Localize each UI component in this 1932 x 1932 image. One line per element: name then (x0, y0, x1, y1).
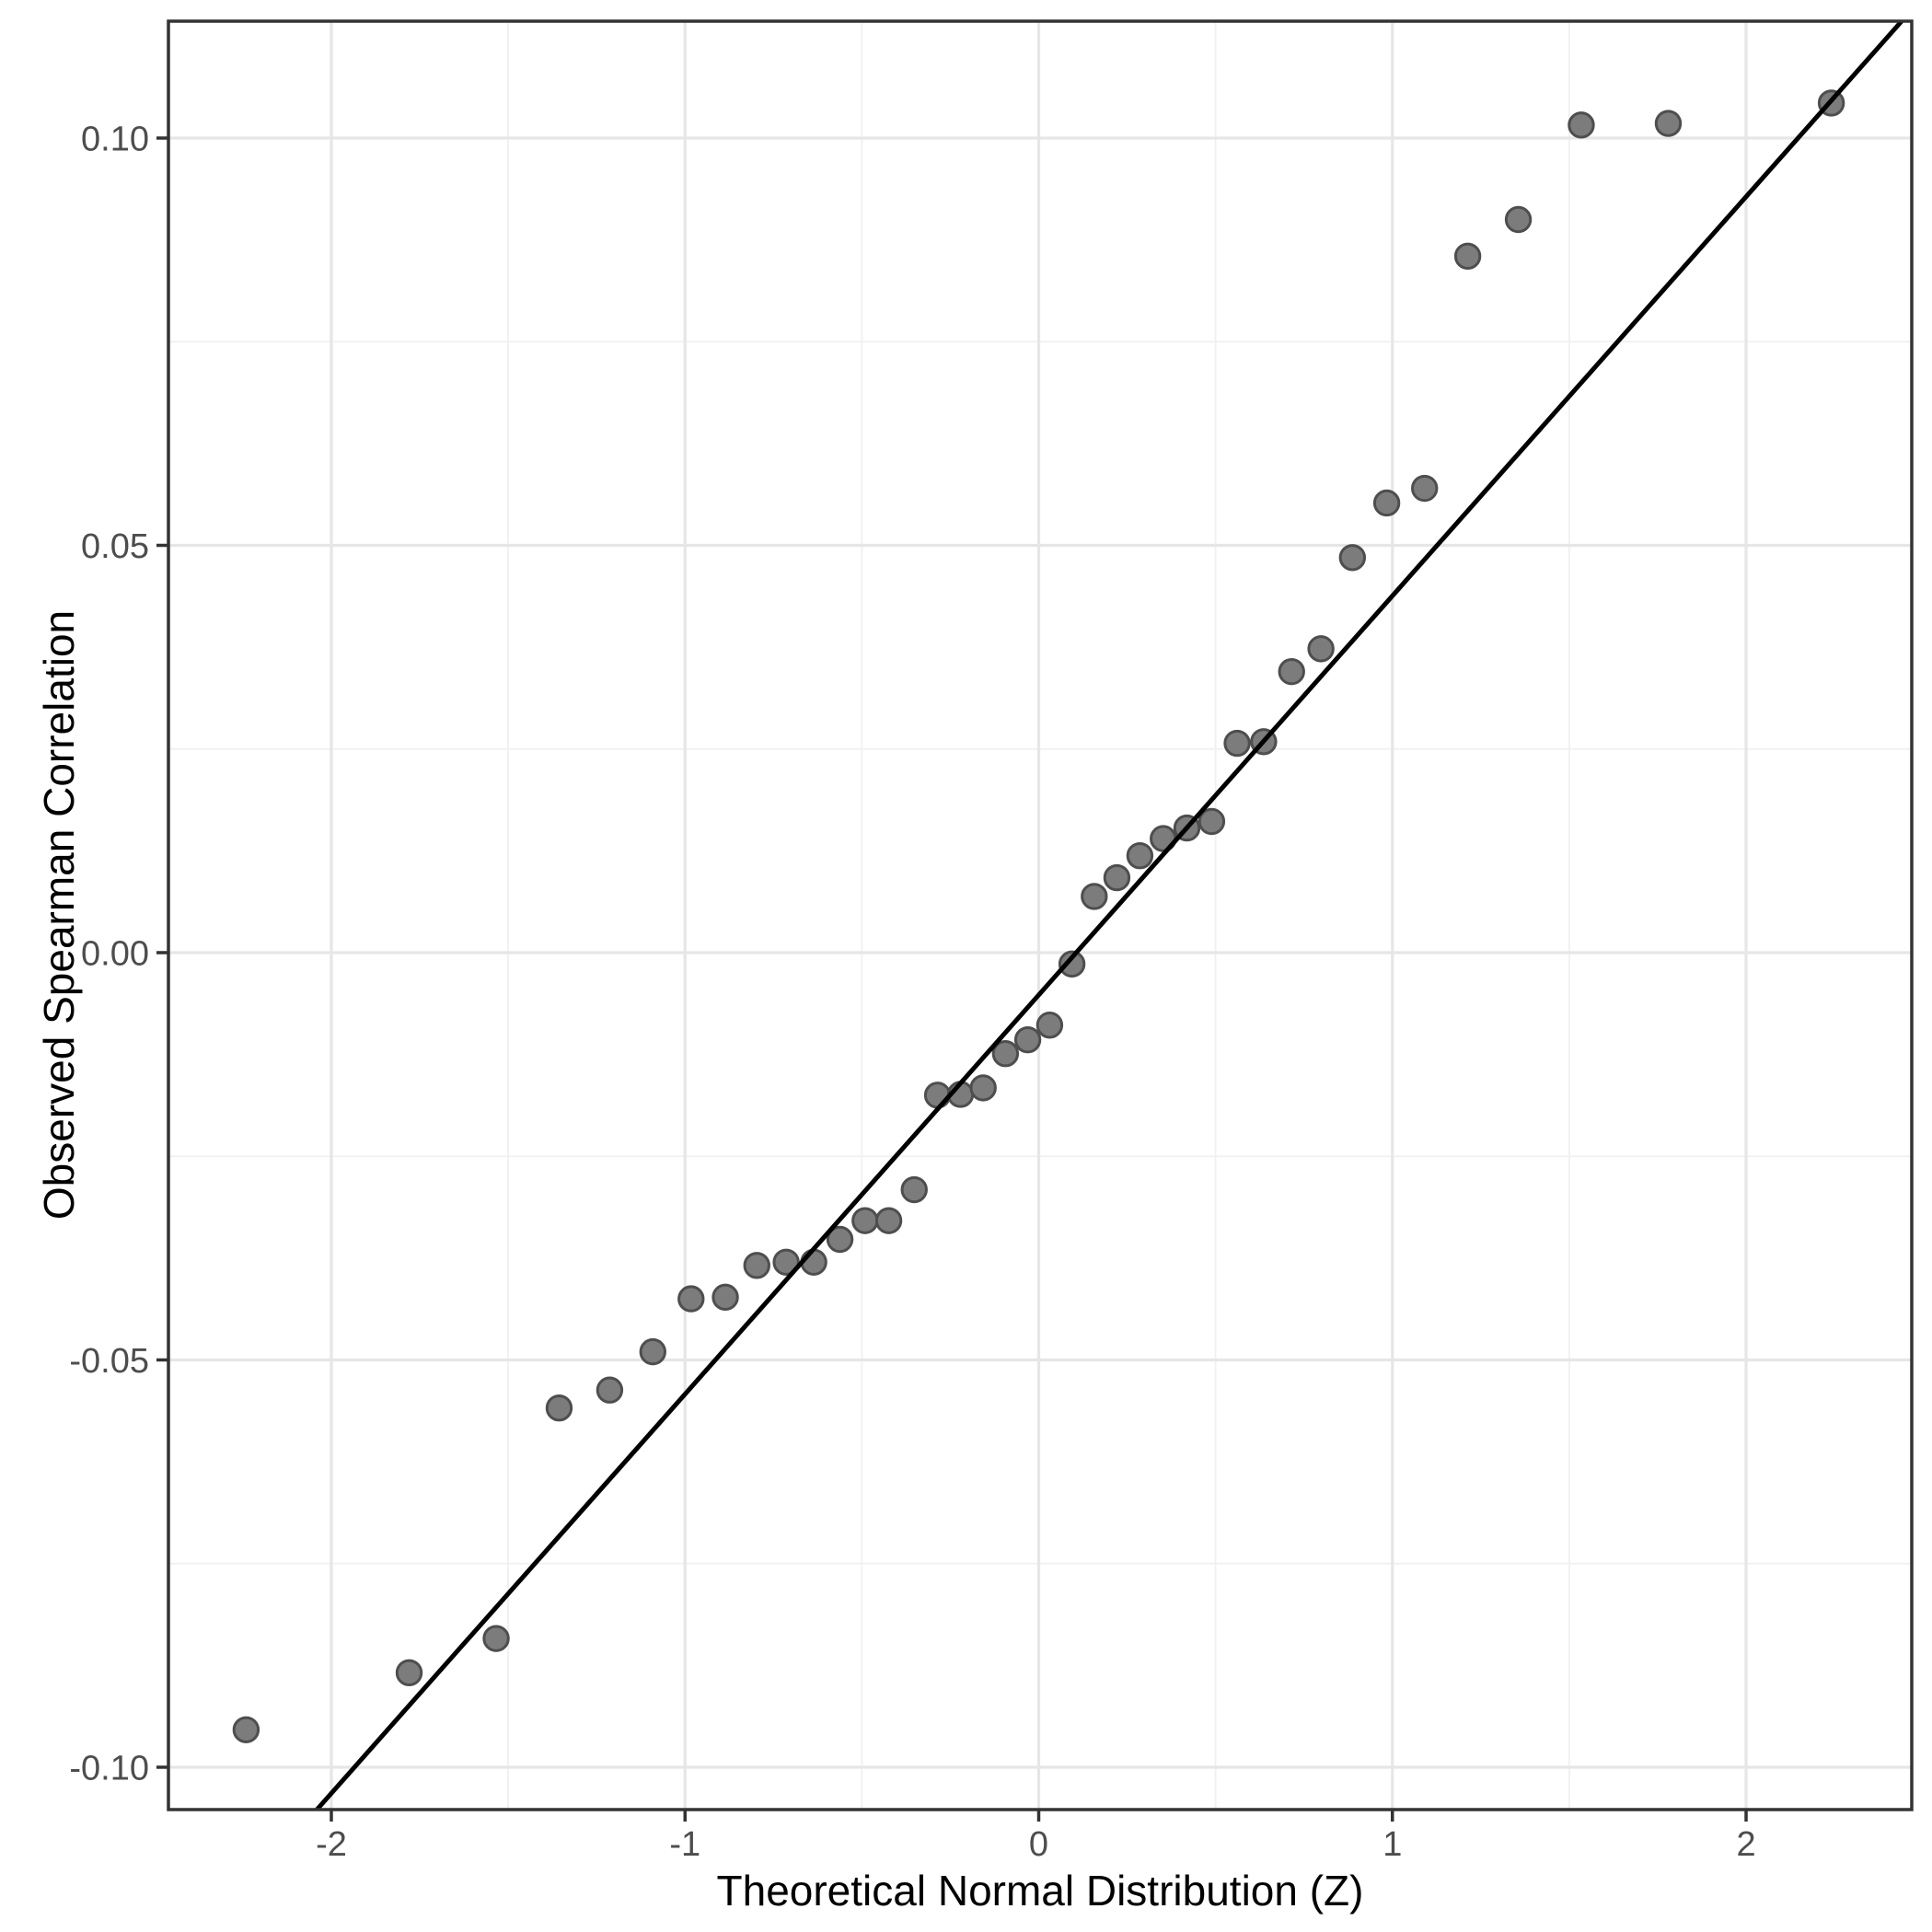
data-point (639, 1337, 666, 1366)
data-point (711, 1283, 739, 1312)
data-point (1307, 635, 1335, 663)
data-point (826, 1225, 854, 1254)
data-point (1103, 863, 1131, 892)
data-point (596, 1376, 624, 1404)
x-tick-label: -1 (669, 1825, 700, 1864)
data-point (923, 1082, 952, 1109)
data-point (1013, 1025, 1042, 1054)
data-point (1372, 489, 1401, 517)
data-point (1058, 950, 1086, 978)
data-point (1453, 242, 1482, 271)
data-point (874, 1207, 903, 1234)
data-points (232, 89, 1845, 1743)
data-point (1126, 841, 1154, 870)
data-point (232, 1716, 260, 1743)
axis-ticks (156, 136, 1748, 1822)
data-point (991, 1040, 1020, 1068)
y-tick-label: -0.05 (69, 1342, 149, 1381)
x-axis-title: Theoretical Normal Distribution (Z) (717, 1867, 1364, 1915)
y-tick-labels: 0.10 0.05 0.00 -0.05 -0.10 (69, 120, 149, 1787)
y-tick-label: 0.00 (81, 934, 149, 973)
data-point (1278, 657, 1305, 686)
x-tick-label: 1 (1382, 1825, 1402, 1864)
data-point (395, 1659, 423, 1687)
major-gridlines (168, 21, 1912, 1810)
y-axis-title: Observed Spearman Correlation (35, 610, 83, 1220)
data-point (969, 1074, 997, 1102)
data-point (800, 1248, 827, 1276)
data-point (1568, 111, 1595, 139)
data-point (482, 1625, 510, 1652)
x-tick-label: 2 (1736, 1825, 1755, 1864)
data-point (772, 1248, 800, 1276)
x-tick-label: 0 (1029, 1825, 1048, 1864)
data-point (1035, 1012, 1064, 1039)
y-tick-label: -0.10 (69, 1749, 149, 1787)
x-tick-labels: -2 -1 0 1 2 (316, 1825, 1755, 1864)
data-point (900, 1175, 928, 1204)
data-point (1504, 205, 1533, 234)
data-point (1223, 729, 1251, 758)
data-point (545, 1394, 573, 1422)
x-tick-label: -2 (316, 1825, 347, 1864)
data-point (1338, 544, 1367, 572)
reference-line (315, 19, 1903, 1811)
y-tick-label: 0.05 (81, 527, 149, 566)
data-point (1197, 807, 1226, 836)
data-point (677, 1285, 705, 1313)
data-point (851, 1207, 879, 1234)
data-point (1654, 110, 1683, 137)
data-point (1081, 883, 1108, 910)
y-tick-label: 0.10 (81, 120, 149, 158)
data-point (1411, 474, 1439, 503)
data-point (743, 1252, 770, 1279)
